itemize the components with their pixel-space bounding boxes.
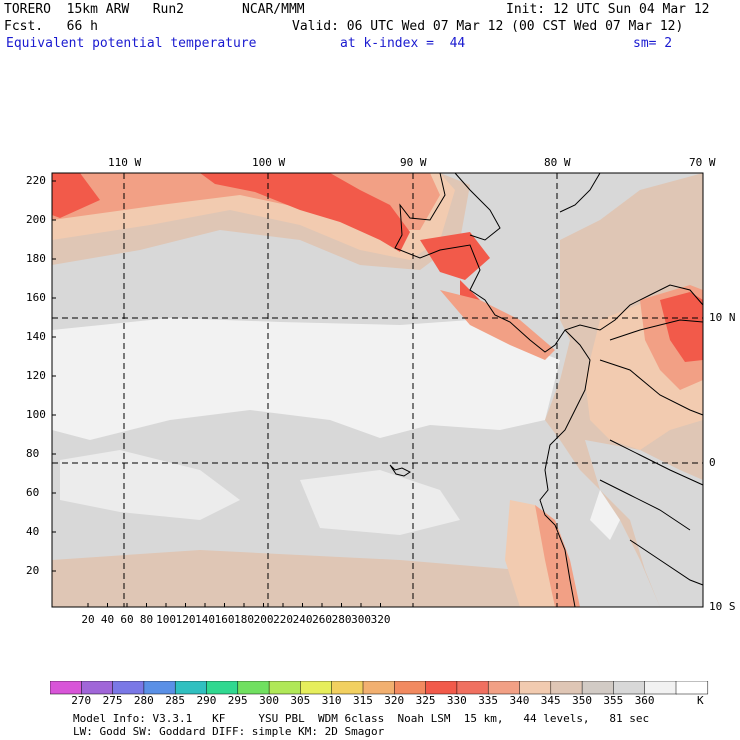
grid-col-label: 200 [253,613,274,626]
color-swatch [487,681,521,695]
grid-row-label: 20 [26,564,40,577]
grid-col-label: 60 [120,613,134,626]
color-swatch [300,681,333,695]
grid-col-label: 320 [370,613,391,626]
grid-col-label: 260 [312,613,332,626]
lon-label: 90 W [400,156,427,169]
grid-row-label: 120 [26,369,46,382]
grid-col-label: 40 [100,613,115,626]
grid-row-label: 200 [26,213,46,226]
forecast-map [51,172,704,608]
color-scale-tick-label: 345 [540,694,561,707]
color-swatch [112,681,145,695]
grid-row-label: 140 [26,330,46,343]
lon-label: 100 W [252,156,286,169]
grid-row-label: 100 [26,408,46,421]
coastlines [389,172,704,608]
lat-label: 0 [709,456,716,469]
model-info: Model Info: V3.3.1 KF YSU PBL WDM 6class… [73,712,650,725]
color-scale-tick-label: 335 [478,694,499,707]
grid-col-label: 160 [214,613,235,626]
color-swatch [174,681,208,695]
grid-col-label: 20 [81,613,95,626]
color-scale-tick-label: 290 [196,694,217,707]
color-swatch [362,681,396,695]
valid-time: Valid: 06 UTC Wed 07 Mar 12 (00 CST Wed … [292,19,684,34]
color-swatch [331,681,364,695]
field-name: Equivalent potential temperature [6,36,257,51]
color-swatch [675,681,709,695]
color-scale-tick-label: 305 [290,694,311,707]
color-scale-tick-label: 355 [603,694,624,707]
color-swatch [268,681,302,695]
grid-col-label: 220 [273,613,293,626]
grid-row-label: 80 [26,447,40,460]
lat-label: 10 S [709,600,736,613]
color-scale-unit: K [697,694,704,707]
color-scale-tick-label: 315 [353,694,373,707]
color-swatch [456,681,489,695]
map-frame [51,172,704,608]
grid-col-label: 300 [351,613,371,626]
grid-row-label: 160 [26,291,46,304]
lon-label: 80 W [544,156,571,169]
level-label: at k-index = 44 [340,36,466,51]
color-swatch [394,681,427,695]
smoothing-label: sm= 2 [633,36,673,51]
grid-row-label: 220 [26,174,46,187]
color-scale-tick-label: 310 [321,694,342,707]
init-time: Init: 12 UTC Sun 04 Mar 12 [506,2,710,17]
color-swatch [237,681,270,695]
color-scale-bar [50,681,709,695]
organization-label: NCAR/MMM [242,2,305,17]
grid-col-label: 240 [292,613,313,626]
color-scale-tick-label: 320 [384,694,405,707]
color-scale-tick-label: 270 [71,694,92,707]
color-scale-tick-label: 280 [133,694,154,707]
model-run-title: TORERO 15km ARW Run2 [4,2,185,17]
color-swatch [581,681,615,695]
grid-row-label: 60 [26,486,40,499]
grid-col-label: 280 [331,613,352,626]
grid-col-label: 100 [156,613,176,626]
color-swatch [425,681,458,695]
grid-col-label: 80 [139,613,154,626]
color-swatch [206,681,239,695]
color-scale-tick-label: 360 [634,694,655,707]
color-swatch [550,681,583,695]
color-scale-tick-label: 340 [509,694,530,707]
grid-col-label: 140 [195,613,215,626]
lat-lon-grid [52,173,703,607]
grid-row-label: 180 [26,252,46,265]
lat-label: 10 N [709,311,736,324]
color-swatch [50,681,83,695]
theta-e-field [52,173,703,607]
color-scale-tick-label: 275 [102,694,123,707]
color-scale-tick-label: 325 [415,694,436,707]
color-scale-tick-label: 285 [165,694,186,707]
color-scale-tick-label: 330 [446,694,467,707]
color-scale-tick-label: 300 [259,694,279,707]
lon-label: 110 W [108,156,142,169]
forecast-hour: Fcst. 66 h [4,19,98,34]
color-swatch [143,681,176,695]
color-scale-tick-label: 350 [572,694,592,707]
color-swatch [644,681,677,695]
model-physics: LW: Godd SW: Goddard DIFF: simple KM: 2D… [73,725,385,738]
color-swatch [81,681,114,695]
axis-ticks [52,180,381,607]
grid-col-label: 180 [234,613,254,626]
grid-row-label: 40 [26,525,40,538]
grid-col-label: 120 [175,613,196,626]
lon-label: 70 W [689,156,716,169]
color-swatch [519,681,552,695]
color-swatch [613,681,646,695]
color-scale-tick-label: 295 [227,694,248,707]
